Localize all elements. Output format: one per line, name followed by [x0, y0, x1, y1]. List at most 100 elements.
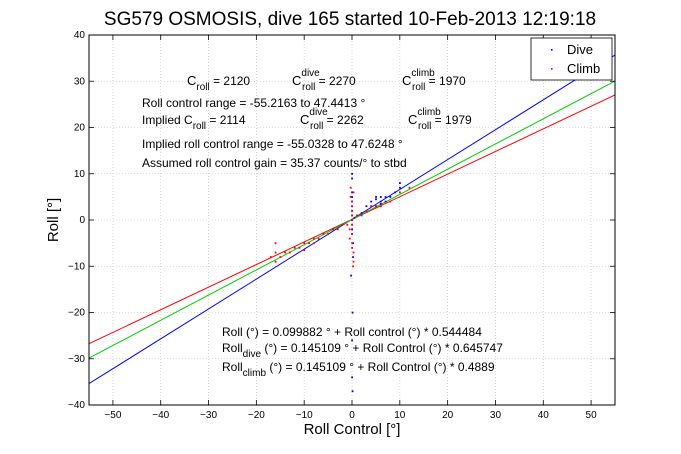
climb-point: [274, 242, 277, 245]
c-roll-value: = 2120: [210, 74, 251, 88]
climb-point: [269, 256, 272, 258]
c-roll-climb-sub: roll: [412, 82, 425, 93]
dive-point: [399, 182, 401, 184]
climb-point: [274, 251, 277, 254]
climb-point: [284, 251, 287, 254]
dive-point: [351, 228, 353, 231]
climb-point: [351, 233, 353, 235]
implied-c-roll-dive-sup: dive: [309, 107, 328, 118]
x-tick-label: 10: [394, 410, 406, 421]
overall-fit-equation: Roll (°) = 0.099882 ° + Roll control (°)…: [222, 325, 482, 339]
climb-point: [298, 246, 301, 249]
dive-point: [351, 376, 353, 379]
c-roll-climb-letter: C: [402, 73, 411, 88]
climb-point: [312, 242, 315, 245]
climb-fit-rest: (°) = 0.145109 ° + Roll Control (°) * 0.…: [266, 360, 495, 374]
implied-c-roll-annotation: Implied Croll = 2114: [142, 113, 246, 132]
climb-point: [351, 246, 353, 249]
climb-point: [355, 214, 358, 217]
climb-point: [351, 242, 353, 245]
dive-point: [352, 242, 354, 245]
x-tick-label: 0: [349, 410, 355, 421]
x-tick-label: 50: [586, 410, 598, 421]
climb-point: [365, 209, 368, 212]
climb-point: [360, 214, 363, 217]
c-roll-annotation: Croll = 2120: [187, 73, 250, 93]
x-tick-label: 30: [490, 410, 502, 421]
climb-point: [348, 237, 351, 240]
climb-point: [389, 200, 392, 203]
implied-c-roll-sub: roll: [193, 121, 206, 132]
x-axis-label: Roll Control [°]: [304, 421, 401, 438]
x-tick-label: −30: [200, 410, 217, 421]
y-tick-label: 20: [74, 123, 86, 134]
climb-point: [351, 209, 353, 212]
dive-point: [352, 256, 354, 258]
c-roll-letter: C: [187, 73, 196, 88]
dive-point: [384, 200, 387, 203]
dive-point: [353, 216, 356, 219]
dive-fit-prefix: Roll: [222, 341, 243, 355]
x-tick-label: −20: [248, 410, 265, 421]
climb-point: [327, 233, 330, 235]
c-roll-climb-value: = 1970: [425, 74, 466, 88]
climb-point: [312, 237, 315, 240]
chart-title: SG579 OSMOSIS, dive 165 started 10-Feb-2…: [104, 9, 596, 30]
dive-fit-rest: (°) = 0.145109 ° + Roll Control (°) * 0.…: [261, 341, 503, 355]
points-layer: [269, 172, 411, 393]
legend-dive-label: Dive: [567, 42, 593, 57]
dive-point: [394, 191, 397, 194]
climb-point: [274, 260, 277, 263]
climb-point: [351, 214, 353, 217]
climb-point: [408, 186, 411, 189]
c-roll-dive-value: = 2270: [315, 74, 356, 88]
y-tick-label: 30: [74, 76, 86, 87]
dive-point: [379, 203, 382, 205]
implied-c-roll-dive-letter: C: [300, 112, 309, 127]
climb-fit-prefix: Roll: [222, 360, 243, 374]
implied-c-roll-prefix: Implied C: [142, 113, 193, 127]
implied-c-roll-climb-value: = 1979: [431, 113, 472, 127]
c-roll-dive-annotation: Cdive roll = 2270: [292, 68, 356, 93]
dive-point: [375, 198, 377, 201]
legend: Dive Climb: [530, 37, 613, 81]
climb-point: [351, 219, 353, 221]
climb-point: [349, 186, 352, 189]
y-tick-label: −40: [68, 400, 85, 411]
climb-point: [349, 196, 352, 198]
dive-point: [351, 191, 353, 194]
dive-point: [370, 200, 373, 203]
climb-point: [351, 200, 353, 203]
ticks-layer: −50 −40 −30 −20 −10 0 10 20 30 40 50 −40 −30 −20 −10 0 1…: [68, 30, 615, 421]
y-tick-label: 10: [74, 169, 86, 180]
climb-point: [336, 228, 339, 231]
y-tick-label: 40: [74, 30, 86, 41]
legend-climb-label: Climb: [567, 61, 600, 76]
climb-point: [379, 205, 382, 208]
y-tick-label: −10: [68, 261, 85, 272]
x-tick-label: 40: [538, 410, 550, 421]
dive-fit-equation: Rolldive (°) = 0.145109 ° + Roll Control…: [222, 341, 503, 360]
climb-point: [375, 205, 377, 208]
climb-point: [351, 223, 353, 226]
climb-point: [370, 205, 373, 208]
c-roll-dive-sup: dive: [301, 68, 320, 79]
x-tick-label: 20: [442, 410, 454, 421]
climb-point: [317, 237, 320, 240]
climb-point: [308, 242, 310, 245]
legend-dive-marker: [551, 49, 553, 51]
y-axis-label: Roll [°]: [45, 198, 62, 242]
dive-point: [389, 196, 392, 198]
dive-point: [350, 274, 353, 277]
dive-point: [365, 205, 368, 208]
climb-point: [303, 242, 306, 245]
roll-control-range-annotation: Roll control range = -55.2163 to 47.4413…: [142, 96, 365, 110]
y-tick-label: −30: [68, 354, 85, 365]
climb-point: [279, 256, 282, 258]
c-roll-climb-annotation: Cclimb roll = 1970: [402, 68, 466, 93]
dive-point: [351, 339, 353, 342]
dive-point: [379, 200, 382, 203]
implied-c-roll-dive-annotation: Cdive roll = 2262: [300, 107, 364, 132]
dive-point: [360, 212, 363, 215]
